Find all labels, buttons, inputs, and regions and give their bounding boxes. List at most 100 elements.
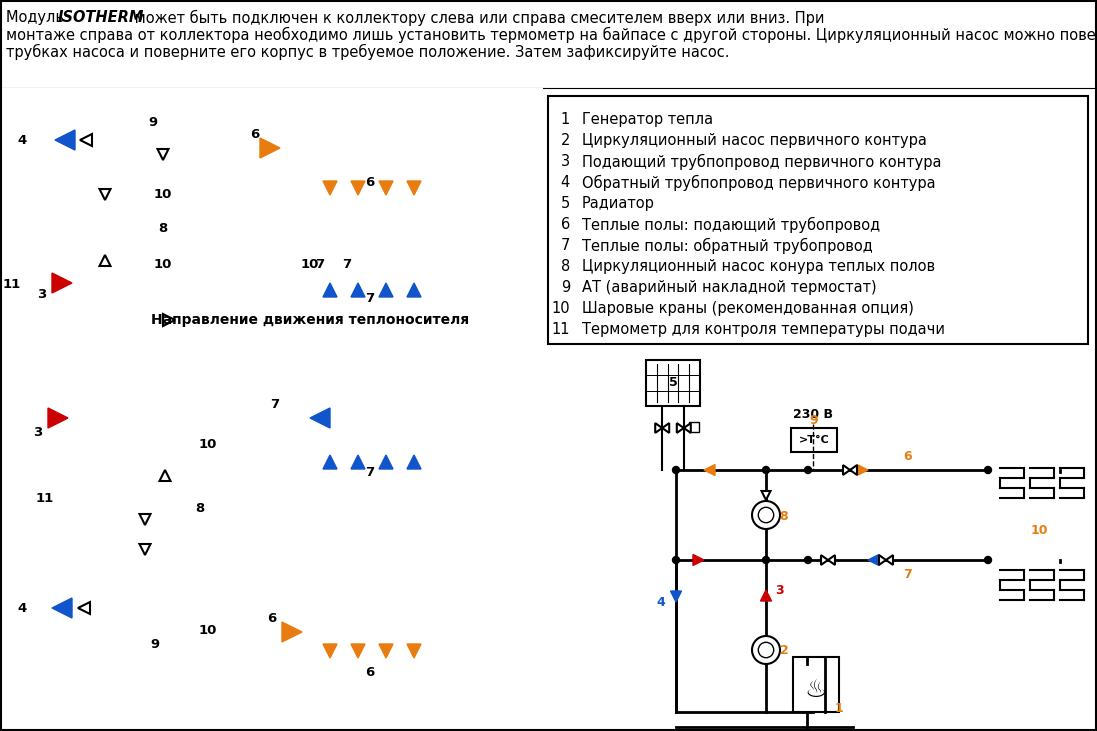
Text: 5: 5 <box>561 196 570 211</box>
Polygon shape <box>868 555 879 566</box>
Polygon shape <box>323 455 337 469</box>
Polygon shape <box>282 622 302 642</box>
Circle shape <box>672 466 679 474</box>
Polygon shape <box>159 470 170 481</box>
Text: 11: 11 <box>3 279 21 292</box>
Circle shape <box>753 501 780 529</box>
Polygon shape <box>850 465 857 475</box>
Polygon shape <box>378 181 393 195</box>
Text: 8: 8 <box>195 501 205 515</box>
Polygon shape <box>821 555 828 565</box>
Text: 7: 7 <box>365 292 374 305</box>
Polygon shape <box>80 134 92 146</box>
Text: Термометр для контроля температуры подачи: Термометр для контроля температуры подач… <box>583 322 945 337</box>
Text: ♨: ♨ <box>805 678 827 702</box>
Text: 7: 7 <box>271 398 280 411</box>
Bar <box>791 428 837 452</box>
Text: 9: 9 <box>148 115 158 129</box>
Text: 6: 6 <box>250 129 260 142</box>
Polygon shape <box>100 189 111 200</box>
Bar <box>793 657 839 712</box>
Text: 4: 4 <box>561 175 570 190</box>
Text: Обратный трубпопровод первичного контура: Обратный трубпопровод первичного контура <box>583 175 936 191</box>
Bar <box>0 385 543 731</box>
Text: может быть подключен к коллектору слева или справа смесителем вверх или вниз. Пр: может быть подключен к коллектору слева … <box>131 10 825 26</box>
Text: 6: 6 <box>561 217 570 232</box>
Polygon shape <box>407 283 421 297</box>
Polygon shape <box>857 464 868 475</box>
Text: 10: 10 <box>301 259 319 271</box>
Text: 6: 6 <box>268 612 276 624</box>
Text: >T°C: >T°C <box>799 435 829 445</box>
Circle shape <box>762 556 769 564</box>
Bar <box>646 360 700 406</box>
Text: 230 В: 230 В <box>793 407 833 420</box>
Text: 8: 8 <box>561 259 570 274</box>
Polygon shape <box>323 644 337 658</box>
Circle shape <box>984 466 992 474</box>
Polygon shape <box>100 255 111 266</box>
Polygon shape <box>310 408 330 428</box>
Text: 7: 7 <box>904 567 913 580</box>
Text: ISOTHERM: ISOTHERM <box>58 10 145 25</box>
Polygon shape <box>139 514 150 525</box>
Polygon shape <box>351 283 365 297</box>
Polygon shape <box>378 283 393 297</box>
Polygon shape <box>407 181 421 195</box>
Text: 1: 1 <box>835 702 844 714</box>
Text: 9: 9 <box>150 638 159 651</box>
Polygon shape <box>663 423 669 433</box>
Polygon shape <box>351 455 365 469</box>
Bar <box>0 88 543 336</box>
Text: 4: 4 <box>657 596 666 608</box>
Text: 3: 3 <box>776 583 784 596</box>
Text: 10: 10 <box>154 189 172 202</box>
Text: 10: 10 <box>199 624 217 637</box>
Circle shape <box>753 636 780 664</box>
Text: 7: 7 <box>316 259 325 271</box>
Text: Циркуляционный насос первичного контура: Циркуляционный насос первичного контура <box>583 133 927 148</box>
Polygon shape <box>677 423 683 433</box>
Polygon shape <box>760 590 771 601</box>
Text: 4: 4 <box>18 602 26 615</box>
Text: Модуль: Модуль <box>5 10 69 25</box>
Text: 7: 7 <box>365 466 374 479</box>
Text: Направление движения теплоносителя: Направление движения теплоносителя <box>151 313 470 327</box>
Text: Подающий трубпопровод первичного контура: Подающий трубпопровод первичного контура <box>583 154 941 170</box>
Polygon shape <box>351 644 365 658</box>
Polygon shape <box>407 455 421 469</box>
Polygon shape <box>683 423 691 433</box>
Circle shape <box>804 466 812 474</box>
Text: 6: 6 <box>365 665 374 678</box>
Text: 10: 10 <box>552 301 570 316</box>
Text: 3: 3 <box>561 154 570 169</box>
Polygon shape <box>52 273 72 293</box>
Text: 9: 9 <box>810 414 818 426</box>
Text: 5: 5 <box>669 376 677 390</box>
Text: Шаровые краны (рекомендованная опция): Шаровые краны (рекомендованная опция) <box>583 301 914 316</box>
Text: 9: 9 <box>561 280 570 295</box>
Text: 4: 4 <box>18 134 26 146</box>
Circle shape <box>762 466 769 474</box>
Text: 2: 2 <box>561 133 570 148</box>
Circle shape <box>804 556 812 564</box>
Bar <box>689 422 699 432</box>
Polygon shape <box>842 465 850 475</box>
Polygon shape <box>323 283 337 297</box>
Text: 7: 7 <box>561 238 570 253</box>
Polygon shape <box>260 138 280 158</box>
Text: монтаже справа от коллектора необходимо лишь установить термометр на байпасе с д: монтаже справа от коллектора необходимо … <box>5 27 1097 43</box>
Polygon shape <box>52 598 72 618</box>
Text: 6: 6 <box>365 176 374 189</box>
Polygon shape <box>351 181 365 195</box>
Polygon shape <box>78 602 90 614</box>
Text: 10: 10 <box>199 439 217 452</box>
Text: 11: 11 <box>36 491 54 504</box>
Text: Циркуляционный насос конура теплых полов: Циркуляционный насос конура теплых полов <box>583 259 935 274</box>
Polygon shape <box>693 555 704 566</box>
Polygon shape <box>879 555 886 565</box>
Text: Радиатор: Радиатор <box>583 196 655 211</box>
Text: 10: 10 <box>1030 523 1048 537</box>
Polygon shape <box>407 644 421 658</box>
Bar <box>548 96 1088 344</box>
